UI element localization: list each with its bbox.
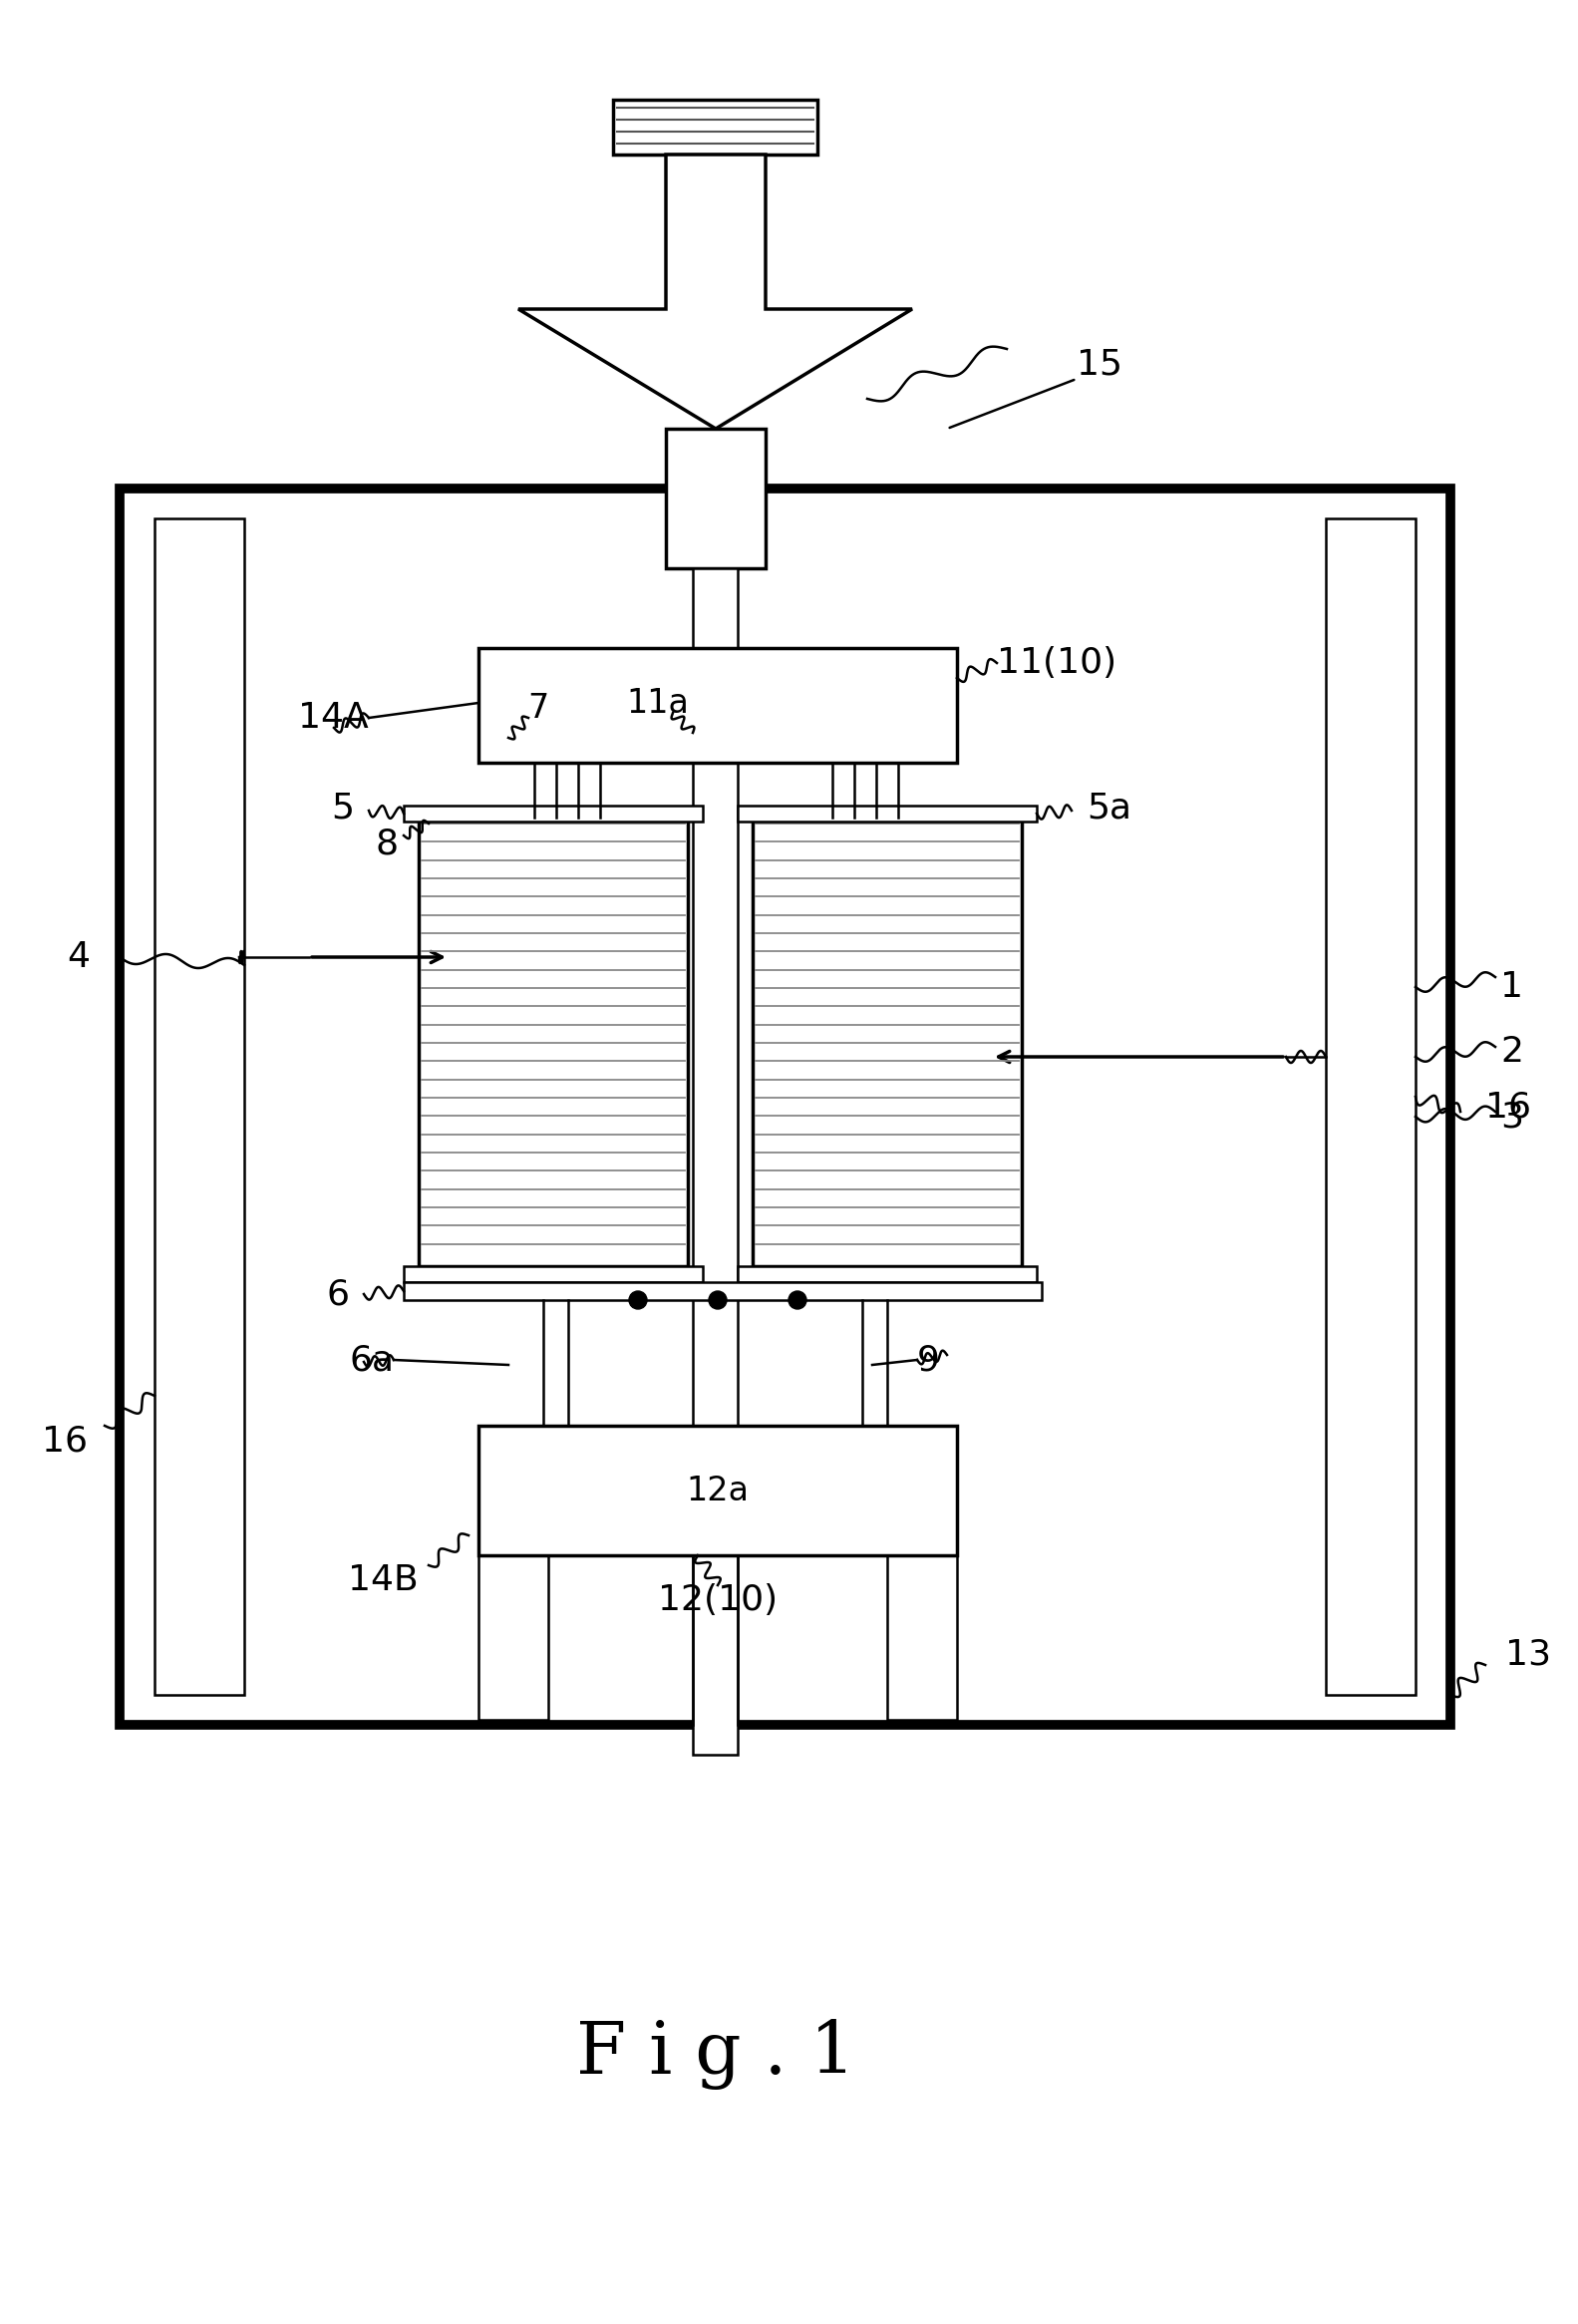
Bar <box>404 806 702 820</box>
Text: 14B: 14B <box>349 1564 418 1597</box>
Bar <box>614 100 817 153</box>
Text: 2: 2 <box>1501 1034 1523 1069</box>
Bar <box>737 806 1037 820</box>
Text: 7: 7 <box>527 693 549 725</box>
Text: 11(10): 11(10) <box>997 646 1117 681</box>
Bar <box>404 1267 702 1283</box>
Text: 9: 9 <box>917 1343 940 1376</box>
Circle shape <box>709 1292 727 1308</box>
Text: 4: 4 <box>66 941 90 974</box>
Text: 16: 16 <box>1485 1090 1531 1122</box>
Text: 16: 16 <box>43 1425 88 1457</box>
Text: 12a: 12a <box>686 1473 750 1506</box>
Text: 1: 1 <box>1501 969 1523 1004</box>
Text: 3: 3 <box>1501 1099 1523 1134</box>
Polygon shape <box>518 153 912 428</box>
Bar <box>155 518 245 1694</box>
Bar <box>1326 518 1415 1694</box>
Bar <box>887 1555 956 1720</box>
Text: 12(10): 12(10) <box>658 1583 778 1618</box>
Bar <box>478 1425 956 1555</box>
Text: 6: 6 <box>327 1278 349 1311</box>
Text: F i g . 1: F i g . 1 <box>576 2020 855 2089</box>
Bar <box>737 1267 1037 1283</box>
Text: 15: 15 <box>1076 346 1122 381</box>
Text: 5: 5 <box>331 790 353 825</box>
Bar <box>404 1283 1041 1299</box>
Text: 5a: 5a <box>1087 790 1131 825</box>
Circle shape <box>630 1292 647 1308</box>
Text: 13: 13 <box>1505 1638 1551 1671</box>
Circle shape <box>789 1292 806 1308</box>
Bar <box>478 1555 548 1720</box>
Bar <box>120 488 1450 1724</box>
Bar <box>666 428 765 569</box>
Bar <box>693 569 737 1755</box>
Text: 8: 8 <box>376 827 399 860</box>
Text: 11a: 11a <box>626 686 690 720</box>
Bar <box>418 818 688 1267</box>
Text: 6a: 6a <box>349 1343 394 1376</box>
Bar <box>753 818 1023 1267</box>
Bar <box>478 648 956 762</box>
Text: 14A: 14A <box>298 702 369 734</box>
